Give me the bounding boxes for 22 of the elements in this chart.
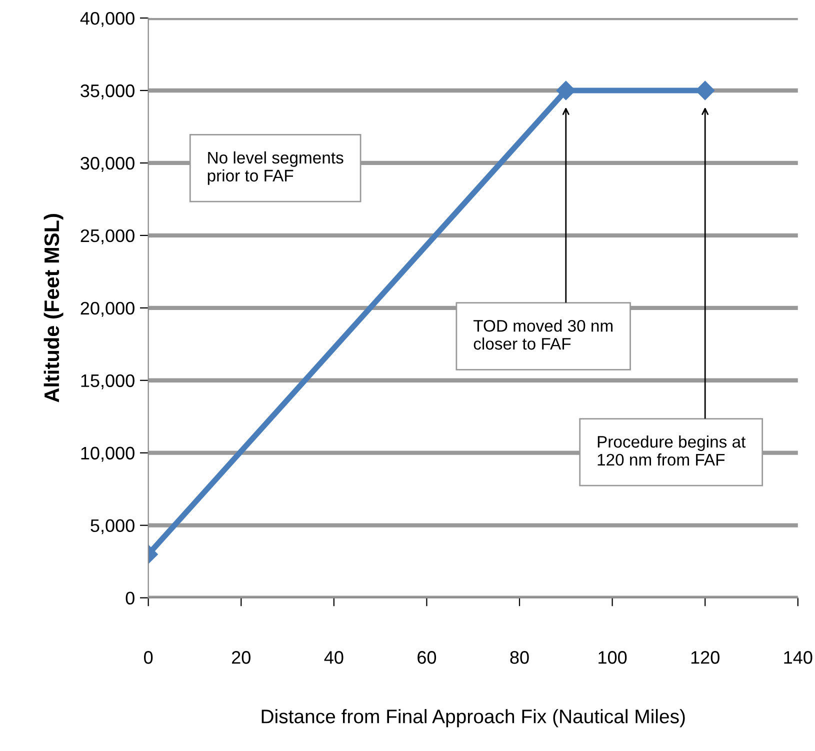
x-axis-title: Distance from Final Approach Fix (Nautical Miles) (262, 709, 685, 728)
y-tick-label: 0 (126, 592, 134, 605)
y-tick-label: 15,000 (81, 374, 134, 390)
annotation: Procedure begins at 120 nm from FAF (598, 435, 746, 466)
y-tick-label: 25,000 (80, 229, 134, 244)
x-tick-label: 120 (691, 651, 720, 664)
y-tick-label: 5,000 (90, 519, 134, 534)
x-tick-label: 80 (510, 651, 529, 664)
x-tick-label: 20 (232, 651, 250, 664)
y-axis-title: Altitude (Feet MSL) (44, 214, 64, 402)
y-tick-label: 30,000 (80, 156, 134, 172)
y-tick-label: 35,000 (80, 84, 134, 100)
y-tick-label: 40,000 (80, 12, 134, 27)
x-tick-label: 100 (598, 651, 627, 664)
y-tick-label: 20,000 (80, 302, 134, 317)
y-tick-label: 10,000 (81, 446, 134, 462)
x-tick-label: 140 (784, 651, 812, 664)
x-tick-label: 40 (324, 651, 344, 664)
x-tick-label: 60 (418, 651, 436, 664)
x-tick-label: 0 (144, 651, 153, 664)
annotation: No level segments prior to FAF (208, 151, 344, 185)
annotation: TOD moved 30 nm closer to FAF (473, 320, 613, 350)
